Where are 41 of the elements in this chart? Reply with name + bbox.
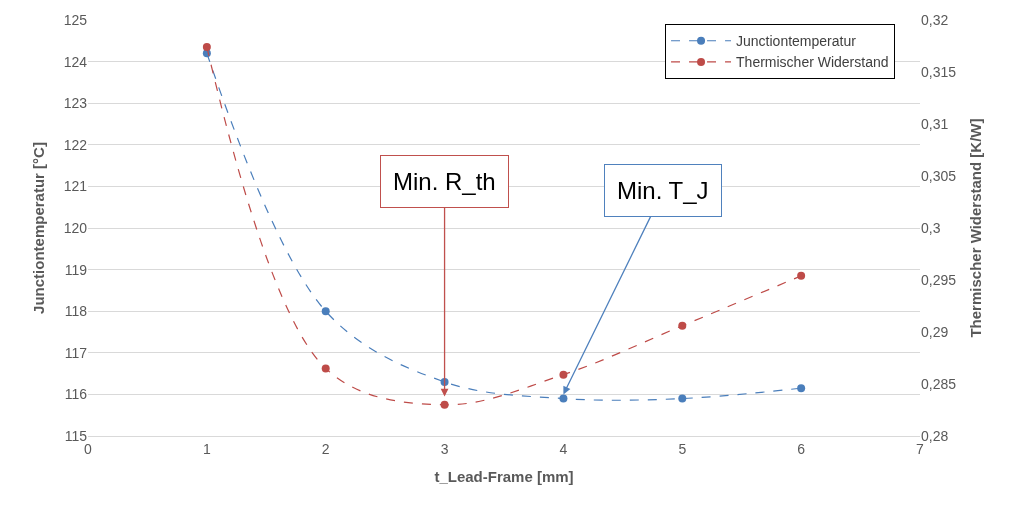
point — [321, 364, 330, 373]
y-tick-label: 116 — [64, 386, 88, 403]
point — [678, 321, 687, 330]
point — [678, 394, 687, 403]
x-tick-label: 6 — [797, 440, 806, 457]
y2-axis-title: Thermischer Widerstand [K/W] — [967, 118, 985, 338]
x-tick-label: 4 — [559, 440, 568, 457]
y-tick-label: 122 — [63, 136, 88, 153]
point — [797, 271, 806, 280]
y-tick-label: 117 — [64, 344, 88, 361]
y2-tick-label: 0,31 — [921, 115, 949, 132]
y-tick-label: 121 — [63, 178, 88, 195]
legend-label: Junctiontemperatur — [736, 33, 857, 50]
y2-tick-label: 0,305 — [921, 167, 957, 184]
x-tick-label: 2 — [321, 440, 330, 457]
y2-tick-label: 0,32 — [921, 11, 949, 28]
point — [440, 400, 449, 409]
point — [559, 394, 568, 403]
legend-label: Thermischer Widerstand — [736, 54, 889, 71]
y-tick-label: 125 — [63, 11, 88, 28]
x-tick-label: 1 — [202, 440, 211, 457]
x-tick-label: 5 — [678, 440, 687, 457]
x-axis-title: t_Lead-Frame [mm] — [434, 467, 574, 485]
point — [202, 43, 211, 52]
y2-tick-label: 0,295 — [921, 271, 957, 288]
point — [797, 384, 806, 393]
y-tick-label: 119 — [64, 261, 88, 278]
point — [559, 370, 568, 379]
y-tick-label: 124 — [63, 53, 88, 70]
y-tick-label: 123 — [63, 95, 88, 112]
annotation: Min. T_J — [617, 177, 709, 204]
y-tick-label: 118 — [64, 303, 88, 320]
y-axis-title: Junctiontemperatur [°C] — [29, 142, 47, 314]
x-tick-label: 3 — [440, 440, 449, 457]
annotation: Min. R_th — [393, 168, 496, 195]
point — [321, 307, 330, 316]
y2-tick-label: 0,285 — [921, 375, 957, 392]
y2-tick-label: 0,29 — [921, 323, 949, 340]
y2-tick-label: 0,315 — [921, 63, 957, 80]
y2-tick-label: 0,3 — [921, 219, 941, 236]
y-tick-label: 120 — [63, 219, 88, 236]
